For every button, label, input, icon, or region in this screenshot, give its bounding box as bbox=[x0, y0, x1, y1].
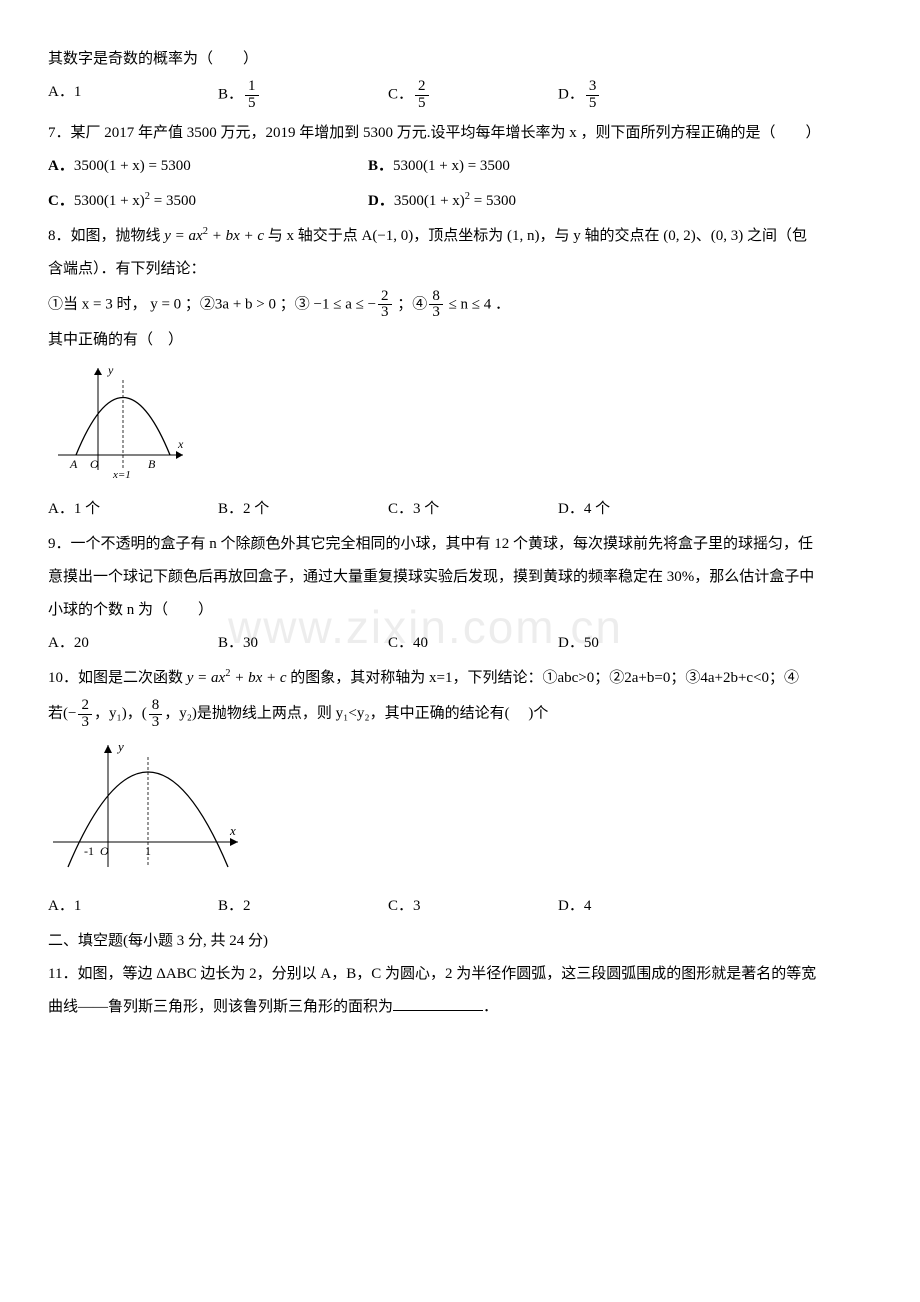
q7-stem: 7．某厂 2017 年产值 3500 万元，2019 年增加到 5300 万元.… bbox=[48, 120, 872, 147]
q6-opt-a: A．1 bbox=[48, 79, 218, 112]
q10-one: 1 bbox=[145, 844, 151, 858]
q7-c-prefix: C． bbox=[48, 193, 74, 209]
q8-options: A．1 个 B．2 个 C．3 个 D．4 个 bbox=[48, 496, 872, 523]
q10-opt-d: D．4 bbox=[558, 893, 728, 920]
q7-d-tail: = 5300 bbox=[470, 193, 516, 209]
q7-b-prefix: B． bbox=[368, 158, 393, 174]
q10-ylabel: y bbox=[116, 739, 124, 754]
q10-options: A．1 B．2 C．3 D．4 bbox=[48, 893, 872, 920]
q6-opt-b: B．15 bbox=[218, 79, 388, 112]
q6-options: A．1 B．15 C．25 D．35 bbox=[48, 79, 872, 112]
q10-s2b: ，y₁)，( bbox=[94, 706, 147, 722]
q10-s2a: 若(− bbox=[48, 706, 76, 722]
q8-ylabel: y bbox=[107, 363, 114, 377]
q6-c-prefix: C． bbox=[388, 87, 413, 103]
q8-x1: x=1 bbox=[112, 469, 131, 480]
q11-blank bbox=[393, 995, 483, 1011]
q8-opt-b: B．2 个 bbox=[218, 496, 388, 523]
q7-b-eq: 5300(1 + x) = 3500 bbox=[393, 158, 510, 174]
q8-f2n: 8 bbox=[429, 289, 443, 306]
q6-d-prefix: D． bbox=[558, 87, 584, 103]
q9-opt-d: D．50 bbox=[558, 630, 728, 657]
q10-opt-b: B．2 bbox=[218, 893, 388, 920]
q8-ib: ；④ bbox=[394, 296, 428, 312]
q8-opt-a: A．1 个 bbox=[48, 496, 218, 523]
q9-opt-b: B．30 bbox=[218, 630, 388, 657]
q10-O: O bbox=[100, 844, 109, 858]
q8-items: ①当 x = 3 时， y = 0 ；②3a + b > 0 ；③ −1 ≤ a… bbox=[48, 289, 872, 322]
q8-correct: 其中正确的有（ ） bbox=[48, 327, 872, 354]
q8-eq-tail: + bx + c bbox=[208, 228, 264, 244]
q6-opt-c: C．25 bbox=[388, 79, 558, 112]
q7-opt-b: B．5300(1 + x) = 3500 bbox=[368, 153, 688, 180]
q10-eq: y = ax bbox=[187, 670, 225, 686]
q10-f1n: 2 bbox=[78, 698, 92, 715]
q7-opt-a: A．3500(1 + x) = 5300 bbox=[48, 153, 368, 180]
q8-graph: y x A O B x=1 bbox=[48, 360, 872, 490]
q7-opt-d: D．3500(1 + x)2 = 5300 bbox=[368, 188, 688, 215]
q6-b-den: 5 bbox=[245, 96, 259, 112]
q6-stem: 其数字是奇数的概率为（ ） bbox=[48, 46, 872, 73]
q11-s2-text: 曲线——鲁列斯三角形，则该鲁列斯三角形的面积为 bbox=[48, 999, 393, 1015]
q9-options: A．20 B．30 C．40 D．50 bbox=[48, 630, 872, 657]
q10-s1a: 10．如图是二次函数 bbox=[48, 670, 187, 686]
q7-a-eq: 3500(1 + x) = 5300 bbox=[74, 158, 191, 174]
q8-s1a: 8．如图，抛物线 bbox=[48, 228, 164, 244]
q9-s1: 9．一个不透明的盒子有 n 个除颜色外其它完全相同的小球，其中有 12 个黄球，… bbox=[48, 531, 872, 558]
q8-B: B bbox=[148, 457, 156, 471]
q9-s2: 意摸出一个球记下颜色后再放回盒子，通过大量重复摸球实验后发现，摸到黄球的频率稳定… bbox=[48, 564, 872, 591]
q8-opt-d: D．4 个 bbox=[558, 496, 728, 523]
q10-f1d: 3 bbox=[78, 715, 92, 731]
q10-s2c: ，y₂)是抛物线上两点，则 y₁<y₂，其中正确的结论有( )个 bbox=[164, 706, 548, 722]
q6-c-num: 2 bbox=[415, 79, 429, 96]
q11-s2: 曲线——鲁列斯三角形，则该鲁列斯三角形的面积为 ． bbox=[48, 994, 872, 1021]
q8-f1d: 3 bbox=[378, 305, 392, 321]
q9-s3: 小球的个数 n 为（ ） bbox=[48, 597, 872, 624]
q8-ia: ①当 x = 3 时， y = 0 ；②3a + b > 0 ；③ −1 ≤ a… bbox=[48, 296, 376, 312]
q8-xlabel: x bbox=[177, 437, 184, 451]
q10-graph: y x -1 O 1 bbox=[48, 737, 872, 887]
q7-a-prefix: A． bbox=[48, 158, 74, 174]
q8-opt-c: C．3 个 bbox=[388, 496, 558, 523]
section2-title: 二、填空题(每小题 3 分, 共 24 分) bbox=[48, 928, 872, 955]
q8-stem2: 含端点）．有下列结论： bbox=[48, 256, 872, 283]
q10-f2d: 3 bbox=[149, 715, 163, 731]
q6-c-den: 5 bbox=[415, 96, 429, 112]
q7-c-eq: 5300(1 + x) bbox=[74, 193, 145, 209]
q10-f2n: 8 bbox=[149, 698, 163, 715]
q10-opt-c: C．3 bbox=[388, 893, 558, 920]
q6-d-den: 5 bbox=[586, 96, 600, 112]
q10-opt-a: A．1 bbox=[48, 893, 218, 920]
q8-f2d: 3 bbox=[429, 305, 443, 321]
q9-opt-a: A．20 bbox=[48, 630, 218, 657]
q9-opt-c: C．40 bbox=[388, 630, 558, 657]
q10-eq-tail: + bx + c bbox=[230, 670, 286, 686]
q8-A: A bbox=[69, 457, 78, 471]
q10-s2: 若(−23，y₁)，(83，y₂)是抛物线上两点，则 y₁<y₂，其中正确的结论… bbox=[48, 698, 872, 731]
q10-s1: 10．如图是二次函数 y = ax2 + bx + c 的图象，其对称轴为 x=… bbox=[48, 665, 872, 692]
q8-eq: y = ax bbox=[164, 228, 202, 244]
q8-f1n: 2 bbox=[378, 289, 392, 306]
q10-neg1: -1 bbox=[84, 844, 94, 858]
q10-xlabel: x bbox=[229, 823, 236, 838]
q7-row1: A．3500(1 + x) = 5300 B．5300(1 + x) = 350… bbox=[48, 153, 872, 180]
q10-s1b: 的图象，其对称轴为 x=1，下列结论：①abc>0；②2a+b=0；③4a+2b… bbox=[287, 670, 800, 686]
q7-d-eq: 3500(1 + x) bbox=[394, 193, 465, 209]
q6-b-prefix: B． bbox=[218, 87, 243, 103]
q7-opt-c: C．5300(1 + x)2 = 3500 bbox=[48, 188, 368, 215]
q8-O: O bbox=[90, 457, 99, 471]
q6-b-num: 1 bbox=[245, 79, 259, 96]
q11-tail: ． bbox=[483, 999, 498, 1015]
q7-c-tail: = 3500 bbox=[150, 193, 196, 209]
q6-d-num: 3 bbox=[586, 79, 600, 96]
q7-row2: C．5300(1 + x)2 = 3500 D．3500(1 + x)2 = 5… bbox=[48, 188, 872, 215]
q6-opt-d: D．35 bbox=[558, 79, 728, 112]
q11-s1: 11．如图，等边 ΔABC 边长为 2，分别以 A，B，C 为圆心，2 为半径作… bbox=[48, 961, 872, 988]
q8-stem1: 8．如图，抛物线 y = ax2 + bx + c 与 x 轴交于点 A(−1,… bbox=[48, 223, 872, 250]
q8-s1b: 与 x 轴交于点 A(−1, 0)，顶点坐标为 (1, n)，与 y 轴的交点在… bbox=[264, 228, 807, 244]
q8-ic: ≤ n ≤ 4 ． bbox=[445, 296, 510, 312]
q7-d-prefix: D． bbox=[368, 193, 394, 209]
